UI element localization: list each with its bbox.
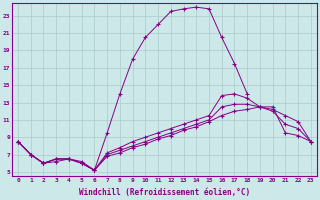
X-axis label: Windchill (Refroidissement éolien,°C): Windchill (Refroidissement éolien,°C) — [79, 188, 250, 197]
